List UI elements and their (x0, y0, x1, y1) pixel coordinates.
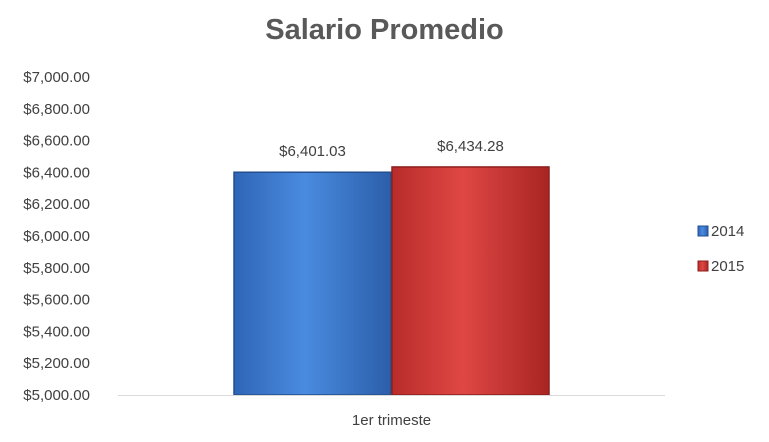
x-axis: 1er trimeste (118, 395, 665, 429)
y-axis: $5,000.00 $5,200.00 $5,400.00 $5,600.00 $5,8… (23, 69, 90, 404)
data-label-2014: $6,401.03 (279, 143, 346, 160)
plot-area: $6,401.03 $6,434.28 (233, 138, 550, 396)
x-tick-label: 1er trimeste (352, 412, 431, 429)
y-tick-label: $5,600.00 (23, 292, 90, 309)
chart-title: Salario Promedio (265, 14, 504, 46)
legend-label-2015: 2015 (711, 258, 744, 275)
y-tick-label: $6,000.00 (23, 228, 90, 245)
bar-2014 (233, 171, 392, 396)
bar-2015 (391, 166, 550, 396)
legend-label-2014: 2014 (711, 223, 744, 240)
legend: 2014 2015 (697, 223, 744, 275)
legend-swatch-2014 (697, 225, 709, 237)
y-tick-label: $6,800.00 (23, 101, 90, 118)
y-tick-label: $6,600.00 (23, 133, 90, 150)
y-tick-label: $6,200.00 (23, 196, 90, 213)
data-label-2015: $6,434.28 (437, 138, 504, 155)
legend-swatch-2015 (697, 260, 709, 272)
y-tick-label: $6,400.00 (23, 164, 90, 181)
y-tick-label: $5,400.00 (23, 323, 90, 340)
y-tick-label: $7,000.00 (23, 69, 90, 86)
y-tick-label: $5,200.00 (23, 355, 90, 372)
y-tick-label: $5,000.00 (23, 387, 90, 404)
y-tick-label: $5,800.00 (23, 260, 90, 277)
